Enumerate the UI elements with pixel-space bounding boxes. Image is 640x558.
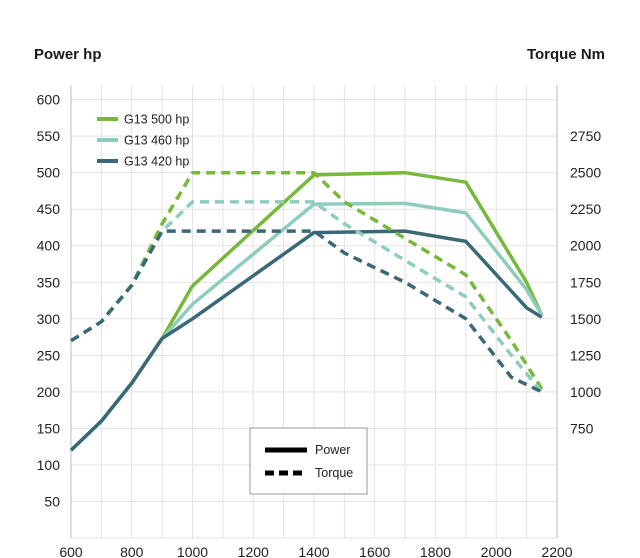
right-tick-label: 1750 <box>570 274 601 290</box>
x-tick-label: 1800 <box>420 544 451 558</box>
grid-lines <box>70 85 558 539</box>
right-tick-label: 1500 <box>570 311 601 327</box>
power-line-g13-420-hp <box>69 229 543 452</box>
right-tick-label: 1000 <box>570 384 601 400</box>
right-tick-label: 2750 <box>570 128 601 144</box>
left-tick-label: 100 <box>37 457 61 473</box>
legend-label: G13 460 hp <box>124 134 189 148</box>
axes <box>70 85 558 538</box>
right-tick-label: 2000 <box>570 238 601 254</box>
legend-label: G13 420 hp <box>124 155 189 169</box>
left-tick-label: 200 <box>37 384 61 400</box>
x-tick-label: 600 <box>59 544 83 558</box>
style-key: Power Torque <box>249 427 368 495</box>
right-tick-label: 2250 <box>570 201 601 217</box>
torque-line-g13-420-hp <box>70 229 543 394</box>
left-tick-label: 600 <box>37 92 61 108</box>
right-axis-title: Torque Nm <box>527 46 605 63</box>
x-tick-label: 1000 <box>177 544 208 558</box>
left-tick-label: 550 <box>37 128 61 144</box>
x-tick-label: 1200 <box>238 544 269 558</box>
left-tick-label: 300 <box>37 311 61 327</box>
left-tick-label: 250 <box>37 347 61 363</box>
right-tick-label: 2500 <box>570 165 601 181</box>
series-lines <box>69 170 544 452</box>
x-tick-label: 2200 <box>541 544 572 558</box>
left-axis-title: Power hp <box>34 46 102 63</box>
right-axis-ticks: 750 1000 1250 1500 1750 2000 2250 2500 2750 <box>570 128 601 436</box>
power-key-label: Power <box>315 443 350 457</box>
left-tick-label: 50 <box>44 493 60 509</box>
legend-label: G13 500 hp <box>124 113 189 127</box>
left-tick-label: 500 <box>37 165 61 181</box>
x-tick-label: 2000 <box>481 544 512 558</box>
right-tick-label: 1250 <box>570 347 601 363</box>
power-line-g13-500-hp <box>69 170 544 452</box>
left-tick-label: 350 <box>37 274 61 290</box>
left-tick-label: 400 <box>37 238 61 254</box>
x-tick-label: 1400 <box>298 544 329 558</box>
style-key-box <box>249 427 368 495</box>
right-tick-label: 750 <box>570 420 594 436</box>
left-axis-ticks: 50 100 150 200 250 300 350 400 450 500 550 600 <box>37 92 61 510</box>
left-tick-label: 150 <box>37 420 61 436</box>
torque-line-g13-500-hp <box>70 170 544 390</box>
torque-key-label: Torque <box>315 466 353 480</box>
x-tick-label: 800 <box>120 544 144 558</box>
x-axis-ticks: 600 800 1000 1200 1400 1600 1800 2000 2200 <box>59 544 572 558</box>
legend: G13 500 hp G13 460 hp G13 420 hp <box>97 113 189 169</box>
x-tick-label: 1600 <box>359 544 390 558</box>
left-tick-label: 450 <box>37 201 61 217</box>
